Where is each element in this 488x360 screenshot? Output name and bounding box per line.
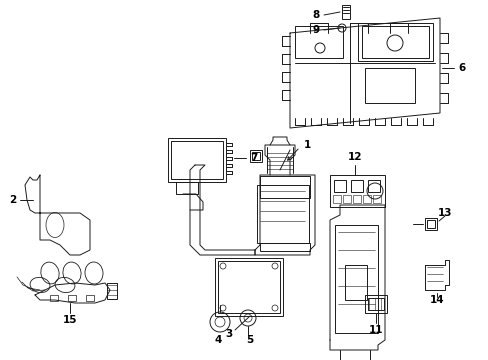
Bar: [50, 295, 58, 301]
Bar: [332, 195, 340, 203]
Bar: [176, 182, 198, 194]
Text: 14: 14: [429, 295, 444, 305]
Text: 5: 5: [246, 335, 253, 345]
Bar: [294, 26, 342, 58]
Text: 9: 9: [312, 25, 319, 35]
Bar: [357, 23, 432, 61]
Bar: [68, 295, 76, 301]
Bar: [86, 295, 94, 301]
Bar: [260, 243, 309, 251]
Bar: [364, 68, 414, 103]
Text: 7: 7: [250, 153, 257, 163]
Bar: [257, 185, 308, 243]
Bar: [218, 261, 280, 313]
Text: 15: 15: [62, 315, 77, 325]
Bar: [372, 195, 380, 203]
Bar: [350, 180, 362, 192]
Bar: [333, 180, 346, 192]
Bar: [367, 298, 383, 310]
Bar: [249, 150, 262, 162]
Bar: [341, 5, 349, 19]
Bar: [426, 220, 434, 228]
Bar: [251, 152, 260, 160]
Text: 1: 1: [303, 140, 310, 150]
Bar: [424, 218, 436, 230]
Text: 3: 3: [225, 329, 232, 339]
Bar: [342, 195, 350, 203]
Bar: [362, 195, 370, 203]
Text: 11: 11: [368, 325, 383, 335]
Bar: [345, 265, 366, 300]
Bar: [260, 176, 309, 198]
Bar: [215, 258, 283, 316]
Text: 8: 8: [312, 10, 319, 20]
Bar: [171, 141, 223, 179]
Text: 13: 13: [437, 208, 451, 218]
Bar: [367, 180, 379, 192]
Text: 12: 12: [347, 152, 362, 162]
Bar: [107, 283, 117, 299]
Bar: [352, 195, 360, 203]
Text: 4: 4: [214, 335, 221, 345]
Text: 2: 2: [9, 195, 17, 205]
Bar: [334, 225, 377, 333]
Text: 6: 6: [457, 63, 465, 73]
Bar: [329, 175, 384, 207]
Bar: [361, 26, 428, 58]
Bar: [168, 138, 225, 182]
Bar: [364, 295, 386, 313]
